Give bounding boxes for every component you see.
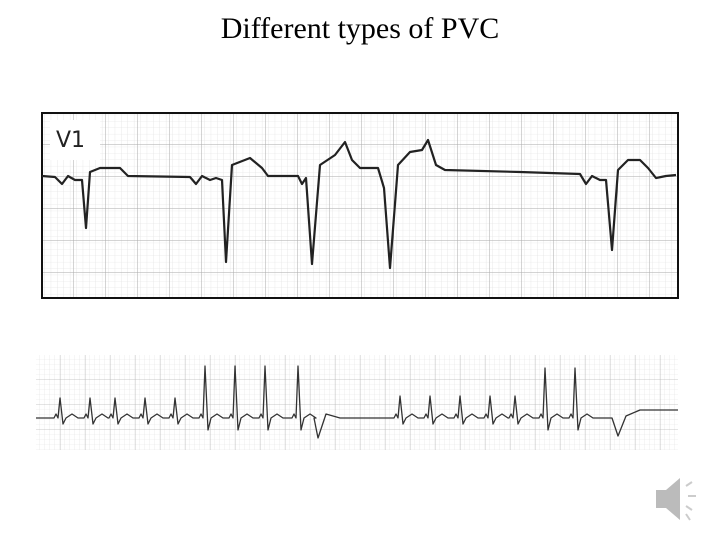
slide-title: Different types of PVC — [220, 12, 500, 45]
ecg-strip-2 — [36, 355, 678, 450]
speaker-icon — [656, 478, 696, 521]
ecg-strip-v1: V1 — [41, 112, 679, 299]
strip-label: V1 — [56, 128, 85, 153]
